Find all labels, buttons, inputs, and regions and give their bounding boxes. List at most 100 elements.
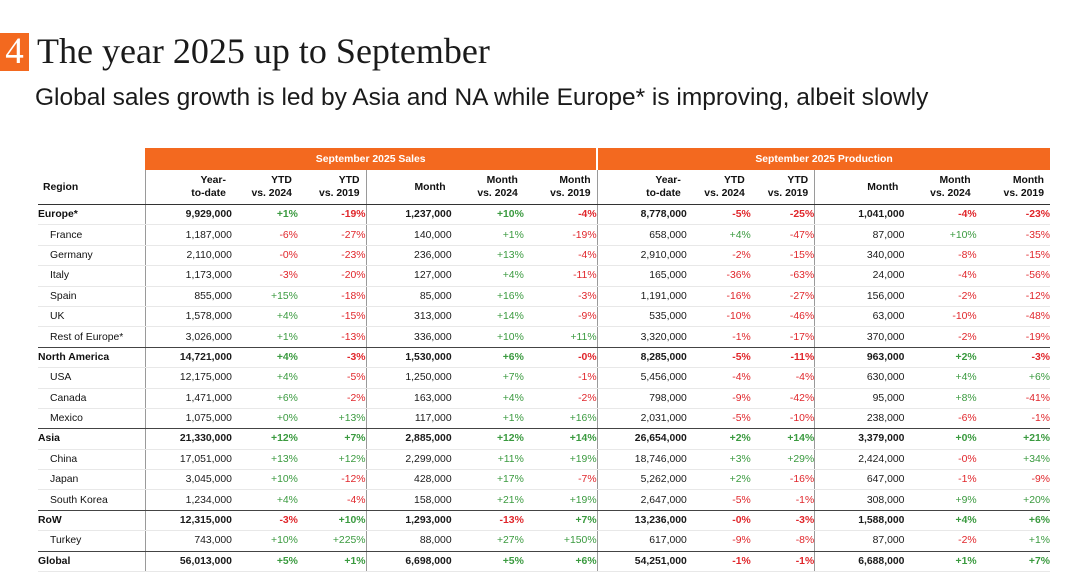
value-cell: -2% bbox=[523, 388, 598, 409]
value-cell: +2% bbox=[686, 428, 751, 450]
value-cell: 165,000 bbox=[596, 265, 687, 287]
value-cell: -23% bbox=[297, 245, 366, 267]
value-cell: +20% bbox=[976, 489, 1050, 511]
band-sales: September 2025 Sales bbox=[145, 148, 598, 170]
table-body: Europe* 9,929,000 +1% -19% 1,237,000 +10% -4% 8… bbox=[38, 204, 1050, 572]
value-cell: +4% bbox=[451, 265, 524, 287]
table-row: Rest of Europe* 3,026,000 +1% -13% 336,000 +1… bbox=[38, 326, 1050, 348]
column-header-line: vs. 2024 bbox=[477, 188, 518, 199]
value-cell: 855,000 bbox=[144, 286, 232, 307]
value-cell: 1,250,000 bbox=[365, 367, 452, 389]
value-cell: 658,000 bbox=[596, 224, 687, 246]
value-cell: 95,000 bbox=[814, 388, 905, 409]
value-cell: 3,026,000 bbox=[144, 326, 232, 348]
value-cell: 6,688,000 bbox=[814, 550, 905, 572]
column-header-line: to-date bbox=[646, 188, 681, 199]
value-cell: +1% bbox=[297, 550, 366, 572]
region-cell: Canada bbox=[38, 388, 146, 409]
value-cell: -3% bbox=[976, 347, 1050, 369]
value-cell: 2,885,000 bbox=[365, 428, 452, 450]
value-cell: 798,000 bbox=[596, 388, 687, 409]
value-cell: -16% bbox=[750, 469, 815, 491]
table-row: RoW 12,315,000 -3% +10% 1,293,000 -13% +7% 13,2… bbox=[38, 510, 1050, 532]
value-cell: +6% bbox=[976, 367, 1050, 389]
value-cell: -15% bbox=[297, 306, 366, 328]
value-cell: 313,000 bbox=[365, 306, 452, 328]
value-cell: 63,000 bbox=[814, 306, 905, 328]
value-cell: 647,000 bbox=[814, 469, 905, 491]
value-cell: 2,647,000 bbox=[596, 489, 687, 511]
value-cell: -56% bbox=[976, 265, 1050, 287]
region-cell: South Korea bbox=[38, 489, 146, 511]
value-cell: -23% bbox=[976, 204, 1050, 226]
column-header-line: YTD bbox=[271, 175, 292, 186]
value-cell: 2,110,000 bbox=[144, 245, 232, 267]
value-cell: +21% bbox=[451, 489, 524, 511]
value-cell: -6% bbox=[904, 408, 977, 430]
value-cell: -25% bbox=[750, 204, 815, 226]
value-cell: 26,654,000 bbox=[596, 428, 687, 450]
value-cell: 1,075,000 bbox=[144, 408, 232, 430]
region-cell: Japan bbox=[38, 469, 146, 491]
value-cell: 56,013,000 bbox=[144, 550, 232, 572]
value-cell: -19% bbox=[976, 326, 1050, 348]
value-cell: -12% bbox=[976, 286, 1050, 307]
column-header-line: vs. 2019 bbox=[319, 188, 360, 199]
value-cell: 1,234,000 bbox=[144, 489, 232, 511]
value-cell: -15% bbox=[976, 245, 1050, 267]
column-header-line: YTD bbox=[787, 175, 809, 186]
value-cell: -4% bbox=[523, 204, 598, 226]
table-row: Canada 1,471,000 +6% -2% 163,000 +4% -2% 798,00… bbox=[38, 388, 1050, 409]
section-number-badge: 4 bbox=[0, 33, 29, 71]
value-cell: -3% bbox=[297, 347, 366, 369]
value-cell: -6% bbox=[231, 224, 298, 246]
value-cell: 236,000 bbox=[365, 245, 452, 267]
value-cell: -10% bbox=[904, 306, 977, 328]
value-cell: +0% bbox=[904, 428, 977, 450]
value-cell: +10% bbox=[231, 469, 298, 491]
value-cell: 308,000 bbox=[814, 489, 905, 511]
value-cell: +29% bbox=[750, 449, 815, 471]
band-header-row: September 2025 Sales September 2025 Prod… bbox=[38, 148, 1050, 170]
value-cell: 617,000 bbox=[596, 530, 687, 552]
value-cell: 3,379,000 bbox=[814, 428, 905, 450]
value-cell: +34% bbox=[976, 449, 1050, 471]
value-cell: -3% bbox=[750, 510, 815, 532]
value-cell: -5% bbox=[686, 347, 751, 369]
value-cell: -4% bbox=[904, 265, 977, 287]
value-cell: 87,000 bbox=[814, 224, 905, 246]
value-cell: -3% bbox=[523, 286, 598, 307]
value-cell: 12,175,000 bbox=[144, 367, 232, 389]
value-cell: 1,530,000 bbox=[365, 347, 452, 369]
value-cell: -4% bbox=[904, 204, 977, 226]
value-cell: 117,000 bbox=[365, 408, 452, 430]
value-cell: +2% bbox=[686, 469, 751, 491]
value-cell: +2% bbox=[904, 347, 977, 369]
value-cell: +10% bbox=[904, 224, 977, 246]
value-cell: -2% bbox=[904, 286, 977, 307]
value-cell: -63% bbox=[750, 265, 815, 287]
value-cell: 5,262,000 bbox=[596, 469, 687, 491]
value-cell: +1% bbox=[451, 224, 524, 246]
value-cell: +10% bbox=[451, 204, 524, 226]
value-cell: 85,000 bbox=[365, 286, 452, 307]
value-cell: +150% bbox=[523, 530, 598, 552]
column-header-line: Month bbox=[939, 175, 971, 186]
value-cell: -5% bbox=[686, 489, 751, 511]
value-cell: +6% bbox=[231, 388, 298, 409]
column-header-line: YTD bbox=[723, 175, 745, 186]
table-row: France 1,187,000 -6% -27% 140,000 +1% -19% 658,… bbox=[38, 224, 1050, 246]
value-cell: +12% bbox=[231, 428, 298, 450]
value-cell: 18,746,000 bbox=[596, 449, 687, 471]
column-header-row: Region Year-to-date YTD vs. 2024 YTD vs. 201… bbox=[38, 170, 1050, 205]
value-cell: +5% bbox=[231, 550, 298, 572]
value-cell: -20% bbox=[297, 265, 366, 287]
value-cell: -35% bbox=[976, 224, 1050, 246]
column-header: Month vs. 2019 bbox=[523, 170, 598, 205]
value-cell: -11% bbox=[523, 265, 598, 287]
column-header: Month vs. 2024 bbox=[451, 170, 524, 205]
value-cell: +14% bbox=[451, 306, 524, 328]
value-cell: +4% bbox=[231, 489, 298, 511]
value-cell: +6% bbox=[523, 550, 598, 572]
value-cell: -13% bbox=[297, 326, 366, 348]
